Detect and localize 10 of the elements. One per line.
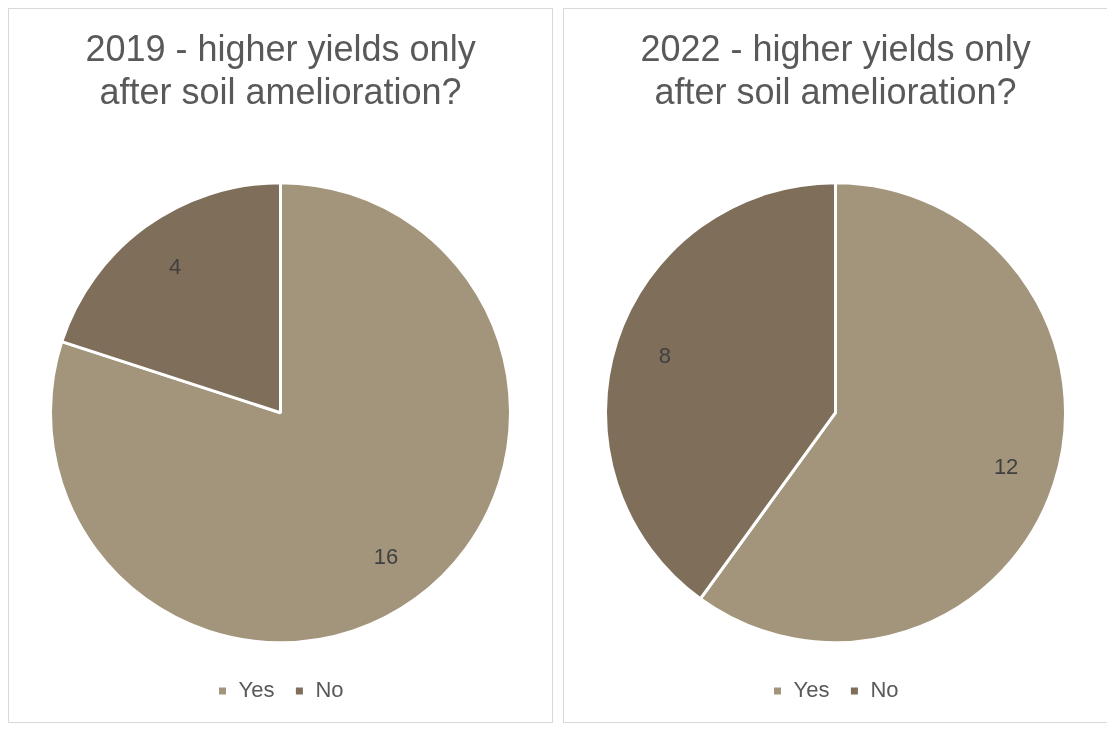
legend-label: Yes bbox=[238, 677, 275, 703]
legend-label: No bbox=[870, 677, 899, 703]
data-label: 8 bbox=[658, 343, 672, 369]
data-label: 12 bbox=[993, 454, 1019, 480]
legend-label: Yes bbox=[793, 677, 830, 703]
chart-title: 2019 - higher yields only after soil amelioration? bbox=[85, 27, 476, 112]
chart-title: 2022 - higher yields only after soil amelioration? bbox=[640, 27, 1031, 112]
data-label: 16 bbox=[373, 543, 399, 569]
data-label: 4 bbox=[168, 253, 182, 279]
legend-label: No bbox=[315, 677, 344, 703]
